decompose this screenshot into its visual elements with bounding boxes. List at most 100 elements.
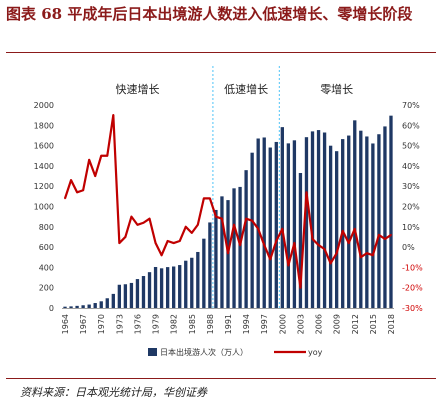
bar bbox=[256, 138, 260, 308]
bar bbox=[347, 135, 351, 308]
left-tick-label: 1200 bbox=[34, 182, 54, 191]
bar bbox=[178, 265, 182, 308]
left-tick-label: 1000 bbox=[34, 203, 54, 212]
right-tick-label: -10% bbox=[402, 263, 423, 272]
bar bbox=[328, 145, 333, 308]
yoy-point bbox=[293, 242, 296, 244]
yoy-point bbox=[202, 197, 205, 200]
phase-label: 零增长 bbox=[320, 82, 353, 96]
bar bbox=[93, 303, 97, 308]
phase-labels: 快速增长 低速增长 零增长 bbox=[116, 82, 354, 96]
yoy-point bbox=[239, 244, 241, 246]
yoy-point bbox=[281, 227, 284, 230]
bar bbox=[322, 132, 327, 308]
yoy-point bbox=[263, 244, 266, 246]
yoy-point bbox=[88, 158, 91, 161]
left-tick-label: 0 bbox=[49, 304, 54, 313]
right-tick-label: -30% bbox=[402, 304, 423, 313]
bar bbox=[383, 126, 387, 308]
x-tick-label: 1976 bbox=[133, 314, 142, 334]
source-note: 资料来源：日本观光统计局，华创证券 bbox=[20, 386, 207, 399]
phase-label: 低速增长 bbox=[224, 82, 268, 96]
bar bbox=[141, 276, 146, 308]
x-tick-label: 2003 bbox=[296, 314, 305, 334]
bar bbox=[69, 306, 73, 308]
yoy-point bbox=[341, 229, 344, 232]
title-rule bbox=[6, 52, 436, 53]
yoy-point bbox=[305, 191, 308, 194]
right-tick-label: 20% bbox=[402, 203, 420, 212]
bar bbox=[316, 130, 321, 308]
bar bbox=[371, 143, 375, 308]
bar bbox=[238, 186, 242, 308]
yoy-point bbox=[190, 231, 193, 234]
yoy-point bbox=[130, 215, 133, 218]
bar bbox=[202, 238, 206, 308]
yoy-point bbox=[196, 223, 199, 226]
bar bbox=[165, 267, 170, 308]
bar bbox=[208, 222, 212, 308]
bar bbox=[286, 143, 291, 308]
yoy-point bbox=[378, 234, 380, 236]
yoy-point bbox=[275, 240, 278, 242]
left-tick-label: 2000 bbox=[34, 101, 54, 110]
yoy-point bbox=[365, 252, 368, 255]
yoy-point bbox=[299, 286, 302, 289]
yoy-point bbox=[390, 234, 392, 236]
bar bbox=[87, 304, 91, 308]
bar bbox=[341, 139, 345, 308]
x-tick-label: 2015 bbox=[369, 314, 378, 334]
right-tick-label: 60% bbox=[402, 121, 420, 130]
x-tick-label: 1991 bbox=[224, 314, 233, 334]
right-tick-label: 10% bbox=[402, 223, 420, 232]
bar bbox=[359, 130, 363, 308]
right-tick-label: 70% bbox=[402, 101, 420, 110]
right-tick-label: 50% bbox=[402, 142, 420, 151]
legend-bar-swatch bbox=[148, 348, 157, 356]
yoy-point bbox=[142, 221, 145, 224]
left-tick-label: 600 bbox=[39, 243, 54, 252]
left-tick-label: 1400 bbox=[34, 162, 54, 171]
x-tick-label: 2006 bbox=[315, 314, 324, 334]
yoy-point bbox=[154, 242, 157, 244]
bar bbox=[172, 266, 176, 308]
bar bbox=[214, 209, 218, 308]
bar bbox=[123, 284, 128, 308]
phase-label: 快速增长 bbox=[116, 82, 160, 96]
bar bbox=[310, 131, 315, 308]
left-tick-label: 400 bbox=[39, 263, 54, 272]
yoy-point bbox=[323, 248, 326, 251]
yoy-point bbox=[257, 227, 260, 230]
left-tick-label: 200 bbox=[39, 284, 54, 293]
yoy-point bbox=[317, 244, 320, 246]
bar bbox=[129, 282, 134, 308]
yoy-point bbox=[166, 240, 169, 242]
bar bbox=[147, 272, 152, 308]
legend: 日本出境游人次（万人） yoy bbox=[148, 347, 323, 357]
right-tick-label: 40% bbox=[402, 162, 420, 171]
x-tick-label: 1973 bbox=[115, 314, 124, 334]
yoy-point bbox=[384, 238, 386, 240]
yoy-point bbox=[184, 225, 187, 228]
x-tick-label: 2009 bbox=[333, 314, 342, 334]
figure-title: 图表 68 平成年后日本出境游人数进入低速增长、零增长阶段 bbox=[6, 5, 413, 23]
yoy-point bbox=[215, 215, 217, 218]
yoy-point bbox=[118, 242, 121, 244]
yoy-point bbox=[371, 254, 374, 257]
yoy-point bbox=[245, 217, 248, 220]
x-tick-label: 1967 bbox=[79, 314, 88, 334]
bar bbox=[304, 137, 309, 308]
bar bbox=[280, 127, 284, 308]
x-tick-label: 1982 bbox=[170, 314, 179, 334]
bar bbox=[105, 298, 109, 308]
bar bbox=[365, 136, 369, 308]
bar bbox=[196, 251, 200, 308]
bar bbox=[75, 305, 79, 308]
legend-bar-label: 日本出境游人次（万人） bbox=[160, 347, 248, 357]
axes: 0 200 400 600 800 1000 1200 1400 1600 1800 2000 -30… bbox=[34, 101, 423, 334]
x-tick-label: 1964 bbox=[61, 314, 70, 334]
bar bbox=[268, 147, 272, 308]
yoy-point bbox=[311, 238, 314, 240]
bar bbox=[117, 284, 122, 308]
yoy-point bbox=[359, 256, 362, 259]
